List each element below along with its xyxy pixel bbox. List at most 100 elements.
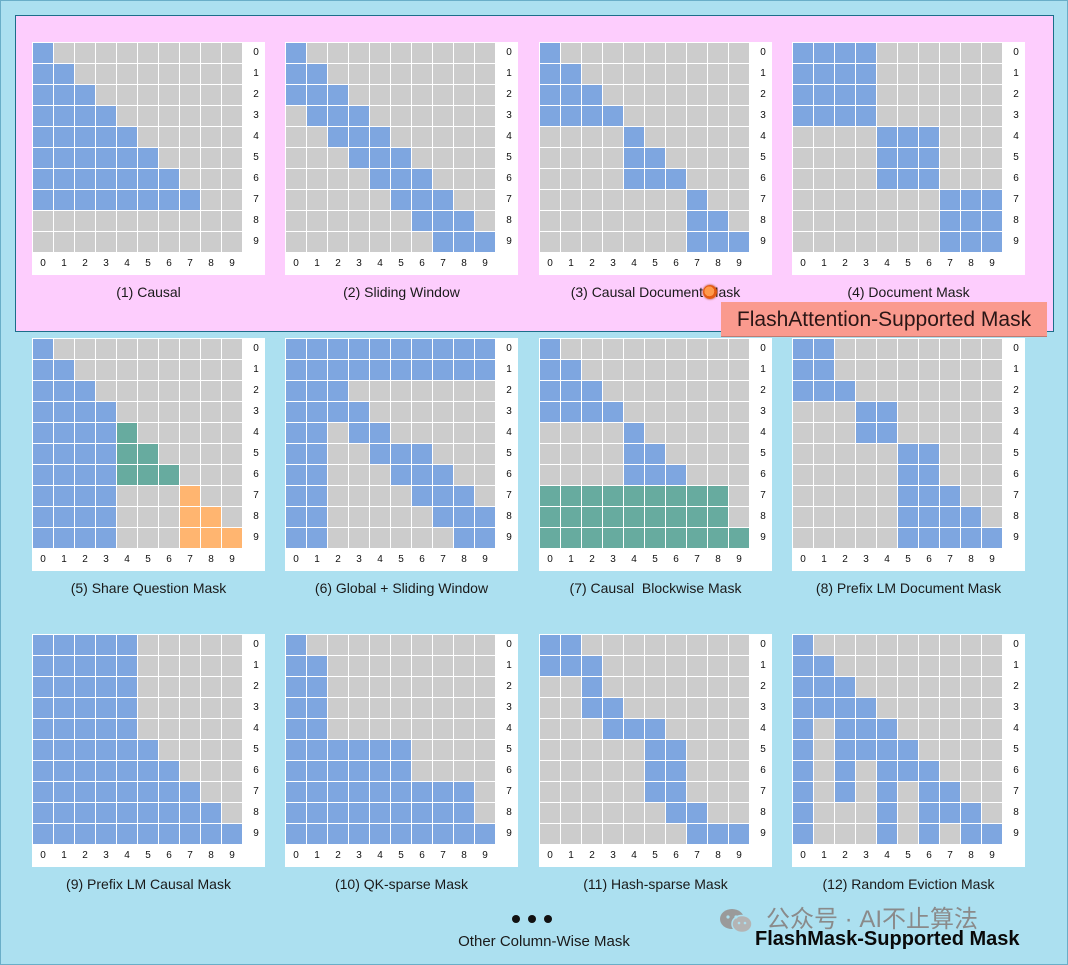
mask-cell bbox=[961, 677, 981, 697]
mask-cell bbox=[475, 64, 495, 84]
mask-cell bbox=[54, 698, 74, 718]
mask-cell bbox=[540, 190, 560, 210]
mask-cell bbox=[159, 423, 179, 443]
mask-cell bbox=[349, 507, 369, 527]
mask-cell bbox=[561, 677, 581, 697]
mask-cell bbox=[138, 656, 158, 676]
mask-cell bbox=[180, 339, 200, 359]
mask-cell bbox=[982, 106, 1002, 126]
mask-cell bbox=[982, 677, 1002, 697]
mask-cell bbox=[475, 106, 495, 126]
mask-cell bbox=[391, 127, 411, 147]
mask-cell bbox=[286, 360, 306, 380]
mask-cell bbox=[475, 360, 495, 380]
row-index-label: 4 bbox=[1013, 723, 1019, 734]
mask-cell bbox=[582, 402, 602, 422]
mask-cell bbox=[919, 402, 939, 422]
mask-cell bbox=[624, 211, 644, 231]
mask-cell bbox=[33, 824, 53, 844]
mask-cell bbox=[603, 85, 623, 105]
column-index-label: 0 bbox=[800, 258, 806, 269]
row-index-label: 3 bbox=[253, 702, 259, 713]
mask-cell bbox=[666, 339, 686, 359]
row-index-label: 3 bbox=[253, 110, 259, 121]
mask-cell bbox=[856, 719, 876, 739]
mask-cell bbox=[201, 486, 221, 506]
row-index-label: 7 bbox=[506, 194, 512, 205]
column-index-label: 6 bbox=[673, 258, 679, 269]
mask-cell bbox=[370, 656, 390, 676]
mask-cell bbox=[54, 85, 74, 105]
mask-cell bbox=[54, 803, 74, 823]
row-index-label: 0 bbox=[1013, 343, 1019, 354]
mask-cell bbox=[687, 656, 707, 676]
mask-cell bbox=[877, 423, 897, 443]
column-index-label: 5 bbox=[905, 258, 911, 269]
mask-cell bbox=[286, 127, 306, 147]
mask-cell bbox=[856, 402, 876, 422]
column-index-label: 6 bbox=[673, 554, 679, 565]
mask-cell bbox=[582, 127, 602, 147]
mask-cell bbox=[961, 232, 981, 252]
mask-cell bbox=[349, 803, 369, 823]
mask-cell bbox=[370, 782, 390, 802]
mask-cell bbox=[433, 232, 453, 252]
mask-cell bbox=[814, 782, 834, 802]
mask-cell bbox=[687, 339, 707, 359]
mask-cell bbox=[159, 761, 179, 781]
mask-cell bbox=[603, 782, 623, 802]
mask-cell bbox=[540, 486, 560, 506]
mask-cell bbox=[835, 339, 855, 359]
mask-cell bbox=[582, 423, 602, 443]
mask-cell bbox=[33, 719, 53, 739]
row-index-label: 3 bbox=[1013, 110, 1019, 121]
column-index-label: 6 bbox=[926, 850, 932, 861]
mask-cell bbox=[75, 677, 95, 697]
mask-cell bbox=[286, 339, 306, 359]
row-index-label: 3 bbox=[760, 110, 766, 121]
mask-cell bbox=[201, 106, 221, 126]
ellipsis-dot bbox=[544, 915, 552, 923]
mask-cell bbox=[412, 677, 432, 697]
mask-cell bbox=[370, 803, 390, 823]
mask-cell bbox=[540, 824, 560, 844]
mask-cell bbox=[117, 444, 137, 464]
mask-cell bbox=[940, 360, 960, 380]
mask-cell bbox=[180, 360, 200, 380]
mask-cell bbox=[201, 677, 221, 697]
mask-cell bbox=[624, 824, 644, 844]
mask-cell bbox=[75, 360, 95, 380]
mask-cell bbox=[222, 148, 242, 168]
mask-cell bbox=[201, 402, 221, 422]
mask-cell bbox=[286, 761, 306, 781]
mask-cell bbox=[180, 381, 200, 401]
mask-cell bbox=[919, 465, 939, 485]
mask-cell bbox=[645, 106, 665, 126]
mask-cell bbox=[433, 43, 453, 63]
mask-cell bbox=[814, 423, 834, 443]
mask-cell bbox=[961, 211, 981, 231]
mask-cell bbox=[391, 211, 411, 231]
column-index-label: 2 bbox=[82, 258, 88, 269]
mask-caption: (5) Share Question Mask bbox=[70, 580, 227, 596]
mask-cell bbox=[982, 169, 1002, 189]
mask-cell bbox=[919, 507, 939, 527]
mask-cell bbox=[180, 402, 200, 422]
column-index-label: 8 bbox=[208, 850, 214, 861]
mask-cell bbox=[412, 360, 432, 380]
mask-cell bbox=[793, 677, 813, 697]
mask-cell bbox=[222, 381, 242, 401]
mask-cell bbox=[328, 64, 348, 84]
row-index-label: 9 bbox=[1013, 236, 1019, 247]
mask-cell bbox=[475, 402, 495, 422]
mask-cell bbox=[729, 85, 749, 105]
mask-cell bbox=[328, 761, 348, 781]
mask-cell bbox=[75, 402, 95, 422]
mask-cell bbox=[286, 232, 306, 252]
mask-cell bbox=[391, 106, 411, 126]
row-index-label: 2 bbox=[760, 385, 766, 396]
mask-cell bbox=[307, 528, 327, 548]
mask-cell bbox=[540, 698, 560, 718]
mask-cell bbox=[919, 803, 939, 823]
mask-cell bbox=[540, 507, 560, 527]
